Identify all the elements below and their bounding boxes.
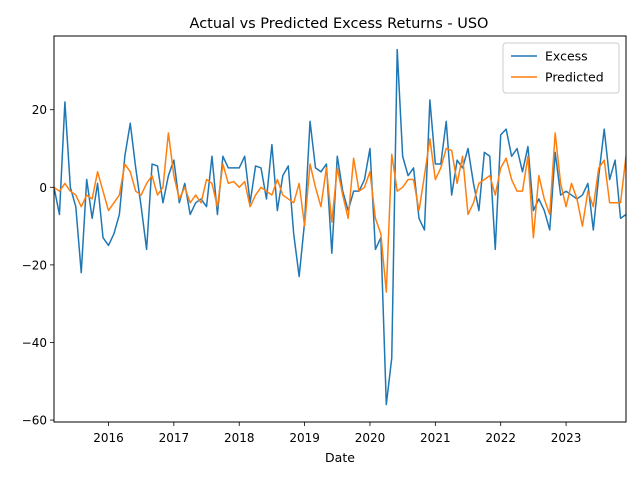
- x-tick-label: 2021: [420, 431, 451, 445]
- x-tick-label: 2016: [93, 431, 124, 445]
- legend: Excess Predicted: [502, 42, 620, 94]
- x-tick-label: 2017: [159, 431, 190, 445]
- chart-title: Actual vs Predicted Excess Returns - USO: [190, 16, 489, 32]
- x-tick-label: 2018: [224, 431, 255, 445]
- plot-area-frame: [53, 35, 627, 423]
- x-tick-label: 2019: [289, 431, 320, 445]
- legend-label-predicted: Predicted: [545, 70, 604, 85]
- x-tick-label: 2020: [355, 431, 386, 445]
- legend-label-excess: Excess: [545, 49, 588, 64]
- x-axis: 2016 2017 2018 2019 2020 2021 2022 2023: [93, 422, 581, 445]
- x-tick-label: 2023: [551, 431, 582, 445]
- y-tick-label: −60: [22, 414, 47, 428]
- y-tick-label: 0: [39, 181, 47, 195]
- x-tick-label: 2022: [485, 431, 516, 445]
- y-axis: −60 −40 −20 0 20: [22, 103, 54, 428]
- series-line-predicted: [54, 132, 626, 293]
- y-tick-label: −20: [22, 258, 47, 272]
- x-axis-label: Date: [325, 450, 355, 465]
- series-line-excess: [54, 48, 626, 406]
- y-tick-label: 20: [32, 103, 47, 117]
- y-tick-label: −40: [22, 336, 47, 350]
